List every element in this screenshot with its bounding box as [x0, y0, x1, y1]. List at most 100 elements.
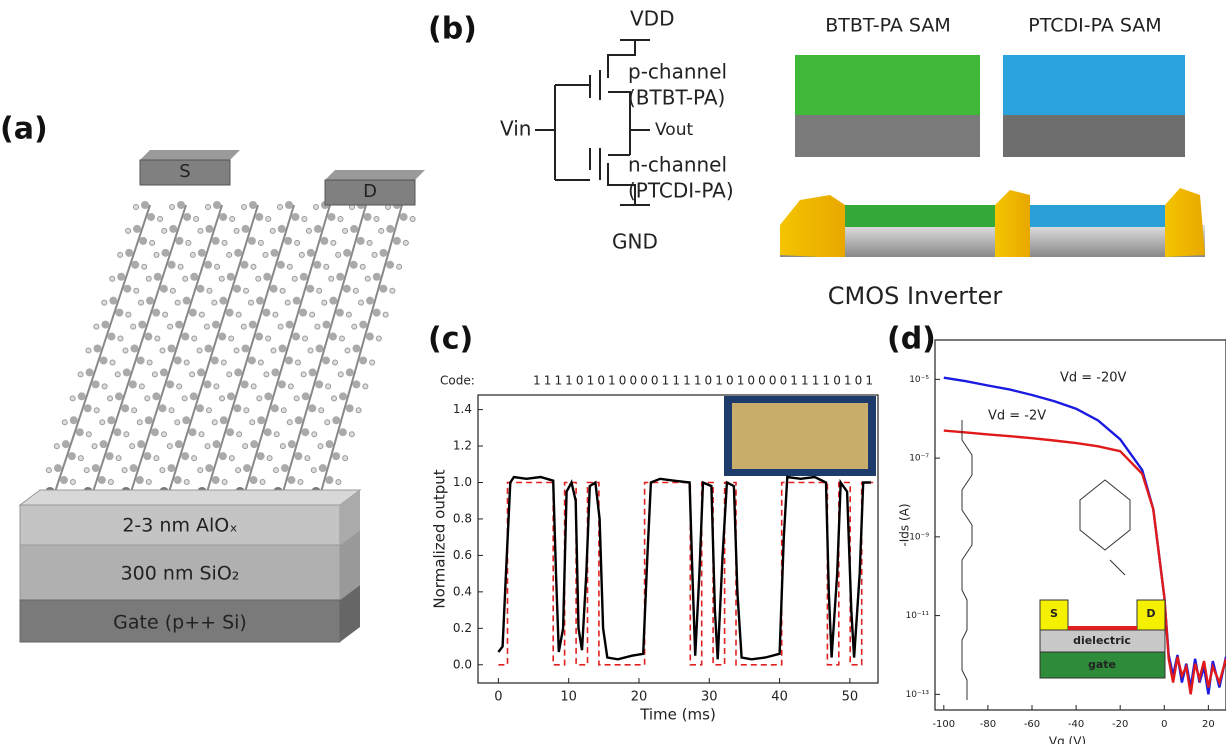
atom	[310, 312, 315, 317]
atom	[218, 333, 226, 341]
atom	[380, 249, 388, 257]
atom	[98, 476, 106, 484]
atom	[295, 360, 300, 365]
atom	[278, 225, 286, 233]
atom	[314, 205, 319, 210]
atom	[244, 408, 249, 413]
atom	[365, 276, 370, 281]
atom	[214, 384, 219, 389]
atom	[255, 333, 263, 341]
atom	[322, 300, 327, 305]
atom	[336, 252, 341, 257]
atom	[183, 276, 188, 281]
atom	[251, 384, 256, 389]
atom	[250, 440, 258, 448]
atom	[137, 420, 142, 425]
atom	[258, 360, 263, 365]
atom	[212, 237, 220, 245]
atom	[278, 324, 283, 329]
atom	[339, 392, 347, 400]
atom	[249, 300, 254, 305]
x-tick-label: 10	[560, 690, 577, 705]
atom	[92, 464, 100, 472]
atom	[306, 228, 311, 233]
atom	[230, 216, 235, 221]
atom	[219, 213, 227, 221]
atom	[126, 312, 131, 317]
atom	[279, 345, 287, 353]
panel-b: (b) VDD Vin Vout GND p-channel (BTBT-PA)…	[428, 7, 1205, 311]
atom	[151, 428, 159, 436]
atom	[220, 416, 228, 424]
circuit-label: n-channel	[628, 153, 727, 177]
atom	[168, 324, 173, 329]
sam-label: BTBT-PA SAM	[825, 15, 950, 37]
atom	[352, 324, 357, 329]
atom	[226, 428, 234, 436]
atom	[219, 297, 227, 305]
atom	[332, 396, 337, 401]
circuit-label: p-channel	[628, 60, 727, 84]
atom	[237, 432, 242, 437]
atom	[256, 276, 261, 281]
atom	[242, 345, 250, 353]
atom	[158, 216, 163, 221]
atom	[139, 300, 144, 305]
atom	[229, 336, 234, 341]
atom	[277, 261, 285, 269]
atom	[192, 456, 197, 461]
series-label: Vd = -2V	[988, 409, 1046, 424]
atom	[227, 372, 232, 377]
atom	[174, 476, 182, 484]
x-tick-label: -40	[1068, 719, 1084, 730]
atom	[177, 201, 185, 209]
x-axis-label: Time (ms)	[639, 706, 716, 724]
atom	[174, 356, 182, 364]
atom	[257, 396, 262, 401]
atom	[86, 368, 94, 376]
atom	[257, 452, 265, 460]
atom	[258, 240, 263, 245]
atom	[84, 468, 89, 473]
layer-label: 2-3 nm AlOₓ	[122, 515, 237, 537]
atom	[410, 216, 415, 221]
atom	[311, 468, 316, 473]
atom	[303, 336, 308, 341]
atom	[204, 261, 212, 269]
atom	[339, 428, 347, 436]
atom	[123, 348, 128, 353]
atom	[92, 444, 97, 449]
atom	[154, 456, 159, 461]
atom	[349, 432, 354, 437]
panel-label: (a)	[0, 112, 48, 147]
panel-label: (d)	[887, 322, 936, 357]
atom	[152, 372, 157, 377]
atom	[123, 368, 131, 376]
atom	[155, 336, 160, 341]
atom	[130, 444, 135, 449]
atom	[143, 452, 151, 460]
atom	[325, 420, 330, 425]
atom	[134, 288, 139, 293]
atom	[107, 416, 115, 424]
atom	[184, 360, 189, 365]
atom	[264, 392, 272, 400]
atom	[139, 384, 144, 389]
atom	[353, 345, 361, 353]
atom	[160, 368, 168, 376]
atom	[192, 336, 197, 341]
atom	[287, 476, 295, 484]
atom	[102, 384, 107, 389]
atom	[194, 216, 199, 221]
atom	[336, 309, 344, 317]
atom	[251, 264, 256, 269]
atom	[205, 345, 213, 353]
y-tick-label: 10⁻¹³	[906, 690, 930, 700]
sam-image	[795, 55, 980, 115]
chain	[321, 205, 402, 492]
x-axis-label: Vg (V)	[1049, 735, 1086, 744]
electrode	[780, 195, 845, 257]
atom	[301, 372, 306, 377]
atom	[234, 228, 239, 233]
atom	[175, 300, 180, 305]
